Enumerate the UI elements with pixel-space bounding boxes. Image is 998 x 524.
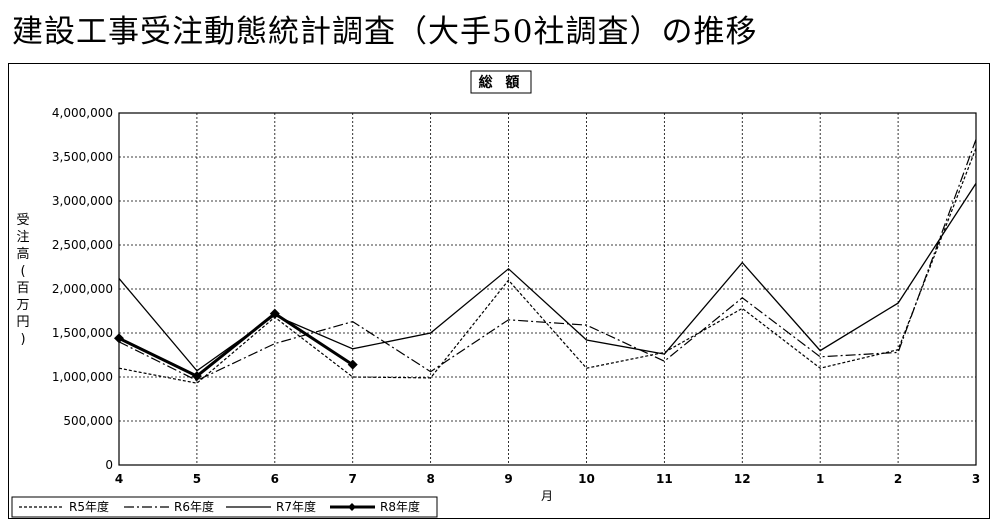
y-tick-label: 3,000,000 [52,194,113,208]
plot-area [118,112,977,466]
line-chart: 0 500,000 1,000,000 1,500,000 2,000,000 2,500… [11,70,980,518]
y-axis-label-char: ) [20,332,25,347]
legend: R5年度 R6年度 R7年度 R8年度 [11,496,438,518]
legend-box [11,496,438,518]
data-point-R8年度 [191,371,202,382]
chart-title: 総 額 [479,74,524,91]
series-line-R5年度 [118,147,977,384]
y-tick-label: 2,500,000 [52,238,113,252]
series-line-R6年度 [118,139,977,382]
x-tick-label: 5 [193,472,201,486]
y-axis-label-char: ( [20,264,25,279]
chart-frame: 0 500,000 1,000,000 1,500,000 2,000,000 2,500… [8,63,990,519]
grid-layer [119,113,976,465]
data-point-R8年度 [347,359,358,370]
series-line-R8年度 [118,311,354,378]
y-tick-label: 3,500,000 [52,150,113,164]
legend-label: R7年度 [276,499,316,514]
y-tick-label: 0 [105,458,113,472]
legend-label: R8年度 [380,499,420,514]
chart-title-border [470,70,532,94]
y-axis-label-char: 百 [16,281,29,296]
y-tick-label: 500,000 [63,414,113,428]
legend-marker [348,503,356,511]
y-axis-label-char: 万 [16,298,29,313]
x-tick-label: 7 [349,472,357,486]
y-axis-label-char: 受 [16,213,29,228]
x-tick-label: 2 [894,472,902,486]
chart-title-box: 総 額 [470,70,532,94]
data-point-R8年度 [269,308,280,319]
x-tick-label: 11 [656,472,673,486]
y-tick-label: 4,000,000 [52,106,113,120]
x-tick-label: 8 [426,472,434,486]
x-tick-label: 1 [816,472,824,486]
y-tick-label: 1,500,000 [52,326,113,340]
legend-label: R5年度 [69,499,109,514]
legend-label: R6年度 [174,499,214,514]
x-tick-label: 6 [271,472,279,486]
series-line-R7年度 [118,183,977,372]
series-layer [114,139,977,384]
y-tick-label: 1,000,000 [52,370,113,384]
y-axis-label: 受注高 ( 百万円) [16,213,29,347]
x-axis-label: 月 [541,489,553,503]
y-axis-label-char: 高 [16,246,29,262]
y-axis-label-char: 円 [16,315,29,330]
y-axis-label-char: 注 [16,230,29,245]
x-tick-label: 4 [115,472,123,486]
x-tick-label: 3 [972,472,980,486]
axis-layer: 0 500,000 1,000,000 1,500,000 2,000,000 2,500… [16,106,980,503]
y-tick-label: 2,000,000 [52,282,113,296]
x-tick-label: 10 [578,472,595,486]
page-title: 建設工事受注動態統計調査（大手50社調査）の推移 [12,14,758,50]
x-tick-label: 9 [504,472,512,486]
x-tick-label: 12 [734,472,751,486]
